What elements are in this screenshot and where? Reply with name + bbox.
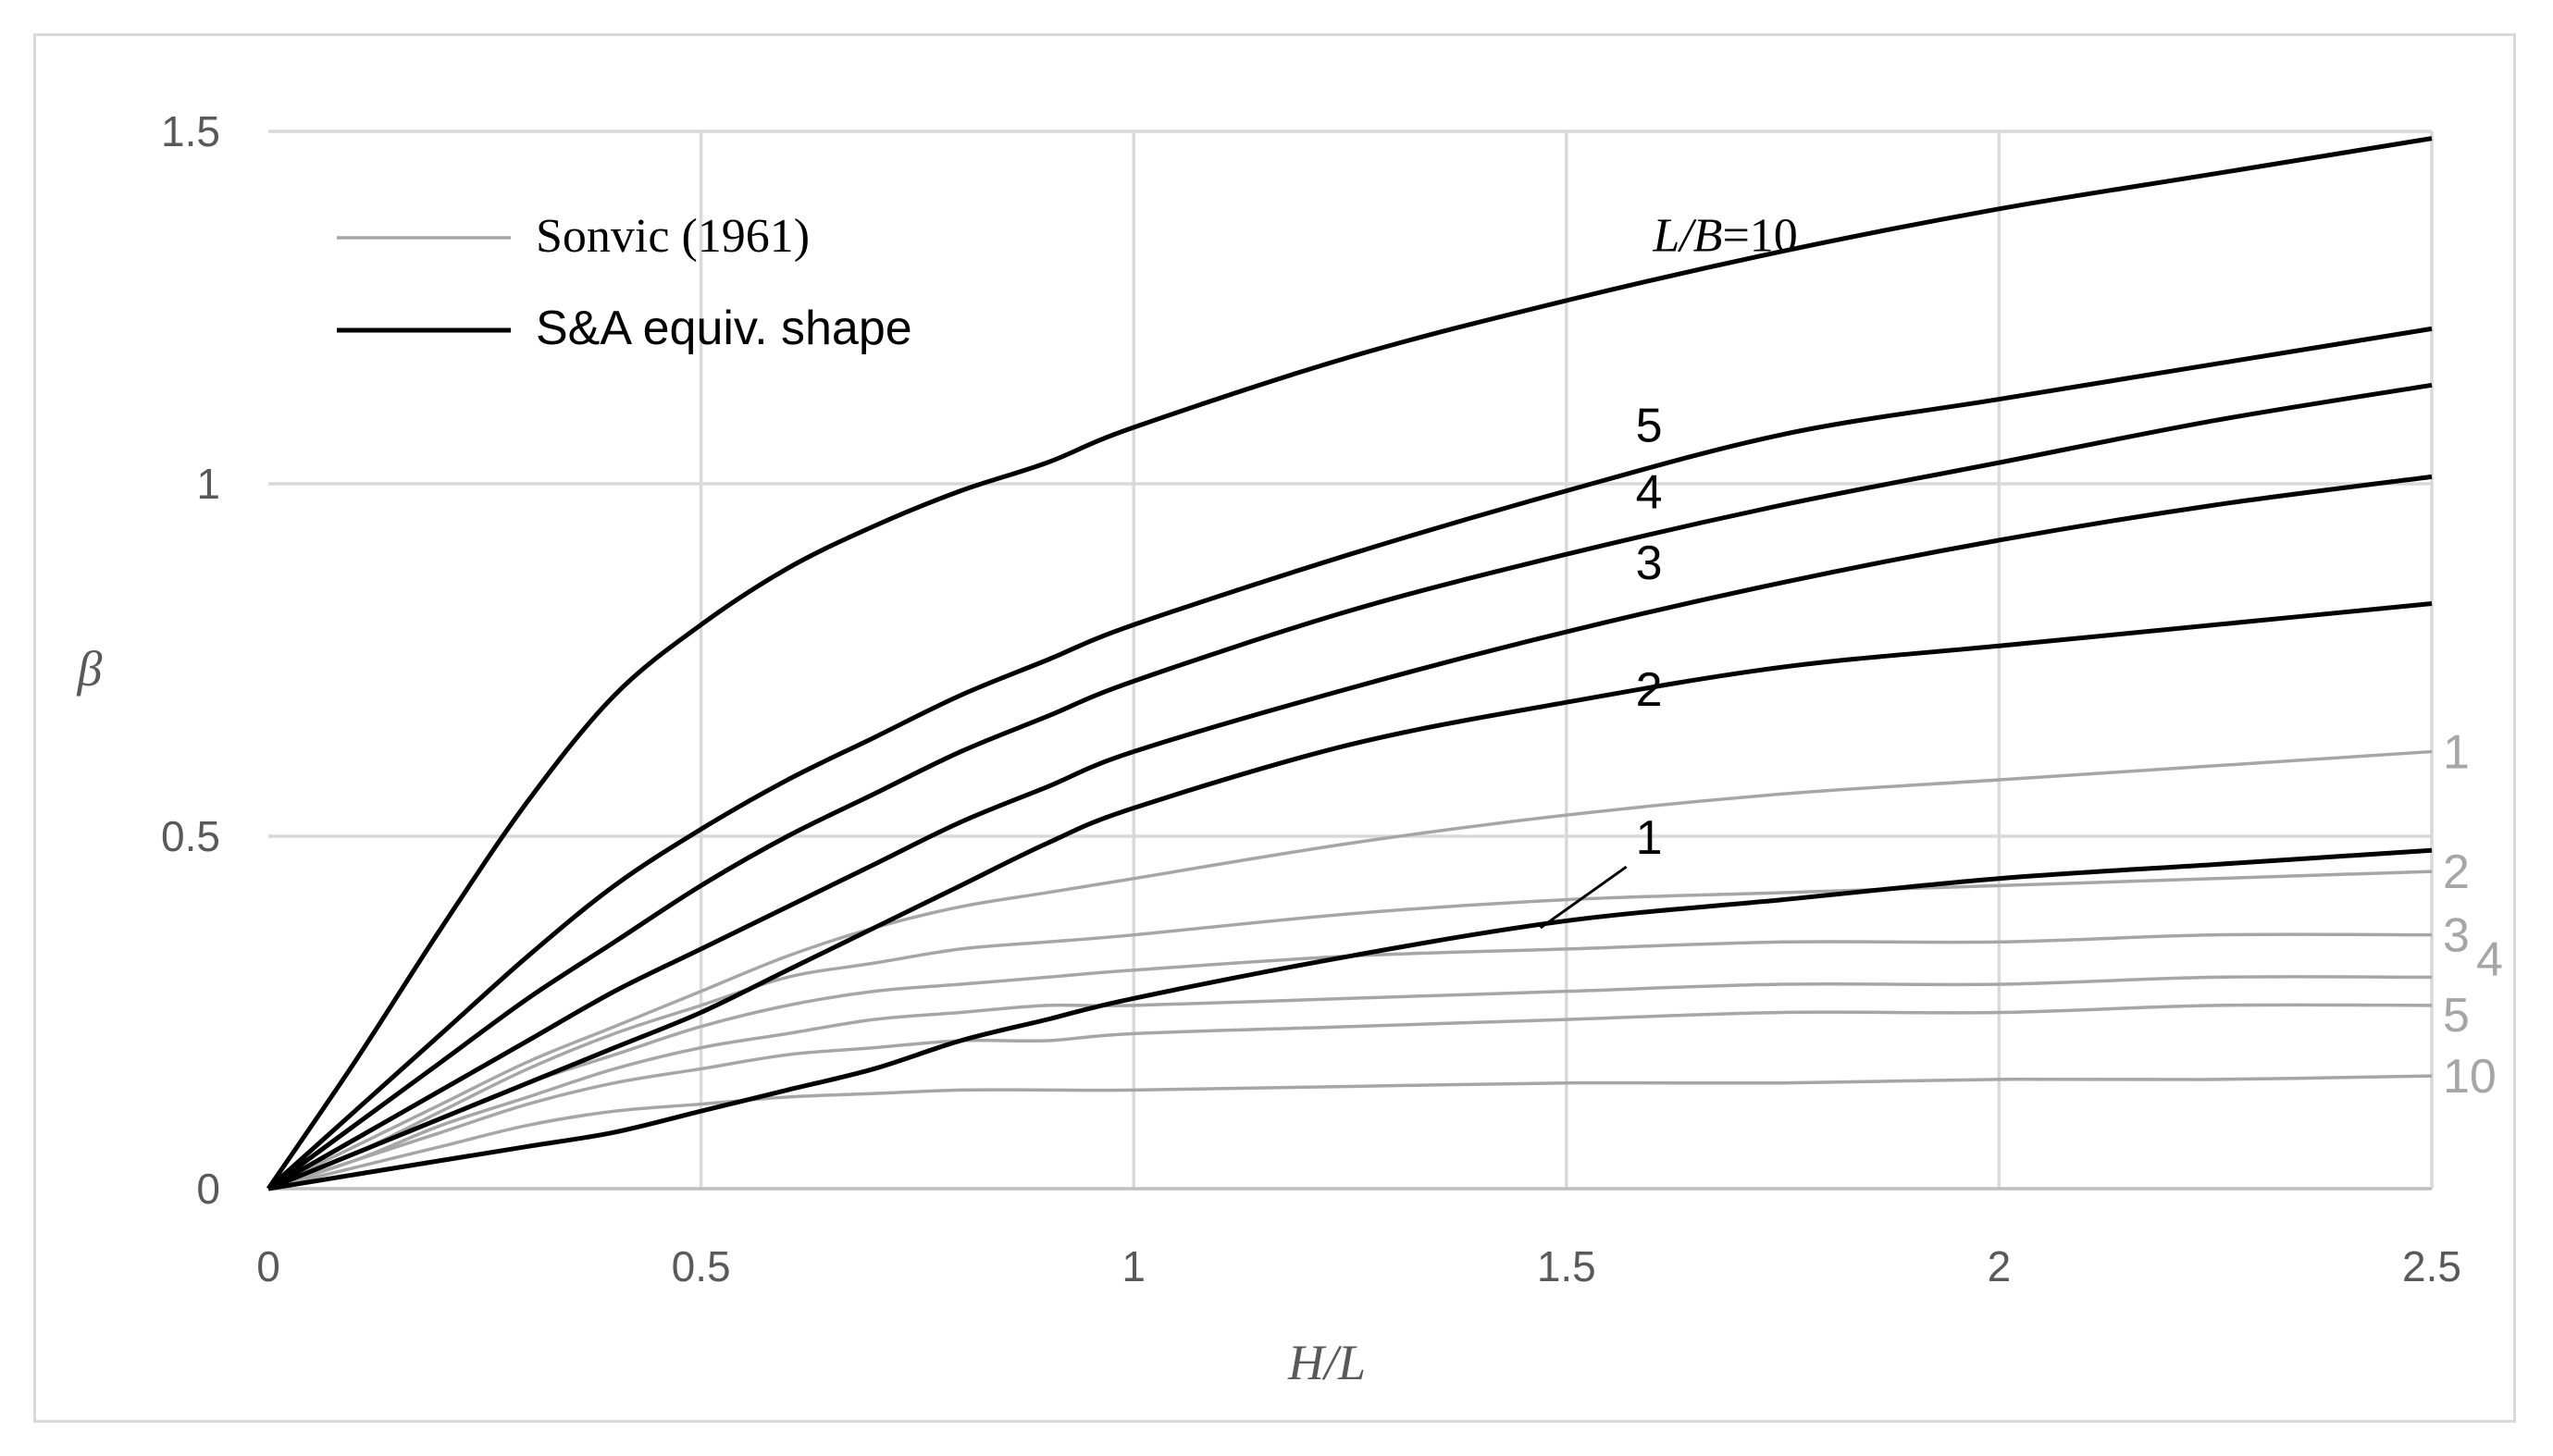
x-axis-title: H/L	[1287, 1335, 1366, 1390]
sonvic-series-1-line	[267, 749, 2433, 1191]
sa-annotation-5: 1	[1636, 811, 1663, 865]
x-tick-label: 0.5	[672, 1242, 731, 1290]
annotation-leader-line	[1539, 865, 1628, 930]
x-tick-label: 2.5	[2402, 1242, 2461, 1290]
legend-sonvic-label: Sonvic (1961)	[536, 210, 810, 263]
sonvic-series-3-line	[267, 932, 2433, 1191]
grid	[268, 130, 2434, 1189]
sonvic-series-3-end-label: 3	[2443, 909, 2470, 963]
sa-series-10-line	[266, 136, 2433, 1191]
legend: Sonvic (1961) S&A equiv. shape	[337, 210, 912, 355]
axes: 0 0.5 1 1.5 2 2.5 0 0.5 1 1.5	[161, 107, 2461, 1290]
sa-series-5-line	[266, 326, 2433, 1191]
sa-series-4-line	[266, 382, 2433, 1191]
figure-frame: 0 0.5 1 1.5 2 2.5 0 0.5 1 1.5 1 2 3 4 5 10 L/B=10 5 4 3 2 1 …	[33, 33, 2516, 1423]
sa-annotation-4: 2	[1636, 663, 1663, 717]
sa-series-3-line	[266, 474, 2433, 1191]
y-tick-label: 0	[196, 1165, 220, 1213]
y-tick-label: 0.5	[161, 812, 220, 860]
sa-series-1-line	[267, 847, 2433, 1191]
sonvic-series-5-end-label: 5	[2443, 989, 2470, 1043]
y-tick-label: 1.5	[161, 107, 220, 155]
x-tick-label: 0	[256, 1242, 280, 1290]
sonvic-series-4-end-label: 4	[2476, 932, 2503, 986]
sonvic-series-10-end-label: 10	[2443, 1050, 2497, 1104]
sa-annotation-0: L/B=10	[1652, 210, 1797, 263]
x-tick-label: 1.5	[1537, 1242, 1596, 1290]
sonvic-series-10-line	[267, 1074, 2433, 1191]
chart: 0 0.5 1 1.5 2 2.500.511.5 123 4510L/B=1054321 …	[77, 107, 2503, 1390]
x-tick-label: 2	[1988, 1242, 2012, 1290]
y-tick-label: 1	[196, 460, 220, 508]
x-tick-label: 1	[1122, 1242, 1146, 1290]
sonvic-series-1-end-label: 1	[2443, 726, 2470, 780]
y-axis-title: β	[77, 641, 103, 697]
sa-annotation-2: 4	[1636, 466, 1663, 520]
sonvic-series-2-line	[267, 870, 2433, 1191]
sonvic-series-5-line	[267, 1003, 2433, 1191]
sonvic-series-4-line	[267, 975, 2433, 1191]
legend-sa-label: S&A equiv. shape	[536, 302, 912, 355]
sa-series-2-line	[267, 601, 2433, 1191]
series-lines	[266, 136, 2433, 1191]
sa-annotation-3: 3	[1636, 537, 1663, 590]
sonvic-series-2-end-label: 2	[2443, 845, 2470, 899]
sa-annotation-1: 5	[1636, 399, 1663, 452]
